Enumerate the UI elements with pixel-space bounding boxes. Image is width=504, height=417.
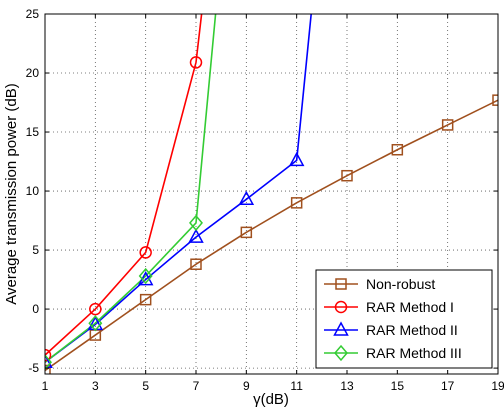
data-point-rar-method-iii: [189, 214, 203, 232]
legend-label-rar-method-ii: RAR Method II: [366, 322, 458, 338]
x-tick-label: 17: [441, 379, 455, 393]
data-point-rar-method-i: [45, 348, 52, 362]
legend-marker-rar-method-ii: [333, 321, 349, 336]
data-point-non-robust: [341, 169, 353, 182]
x-axis-title: γ(dB): [253, 391, 289, 408]
data-point-non-robust: [391, 143, 404, 156]
plot-frame: [44, 13, 499, 375]
y-tick-label: 20: [26, 66, 40, 80]
data-point-rar-method-iii: [138, 267, 153, 285]
data-point-non-robust: [290, 197, 303, 209]
legend-marker-non-robust: [335, 278, 347, 290]
legend: Non-robust RAR Method I RAR Method II RAR M…: [315, 269, 493, 369]
series-markers: [45, 56, 498, 374]
x-tick-label: 1: [42, 379, 49, 393]
data-point-rar-method-i: [189, 56, 203, 69]
y-tick-label: 10: [26, 184, 40, 198]
data-point-rar-method-ii: [238, 190, 255, 206]
legend-marker-rar-method-iii: [334, 344, 348, 362]
series-line-rar-method-i: [45, 14, 203, 356]
legend-label-rar-method-iii: RAR Method III: [366, 345, 462, 361]
data-point-non-robust: [441, 119, 454, 131]
data-point-rar-method-i: [89, 302, 102, 316]
data-point-rar-method-iii: [45, 354, 52, 371]
series-line-rar-method-iii: [45, 14, 217, 363]
y-tick-label: 5: [32, 243, 39, 257]
data-point-non-robust: [492, 94, 498, 106]
x-tick-label: 7: [193, 379, 200, 393]
data-point-non-robust: [139, 293, 152, 306]
x-tick-label: 11: [290, 379, 303, 393]
data-point-non-robust: [45, 364, 51, 374]
legend-label-non-robust: Non-robust: [366, 276, 435, 292]
data-point-rar-method-ii: [188, 228, 204, 243]
y-tick-label: 25: [26, 7, 40, 21]
x-tick-label: 9: [243, 379, 250, 393]
x-tick-label: 13: [340, 379, 354, 393]
y-tick-label: 15: [26, 125, 40, 139]
series-line-non-robust: [45, 99, 498, 372]
series-line-rar-method-ii: [45, 14, 312, 363]
x-tick-label: 3: [92, 379, 99, 393]
x-tick-label: 19: [491, 379, 504, 393]
legend-label-rar-method-i: RAR Method I: [366, 299, 454, 315]
series-lines: [45, 14, 498, 372]
x-tick-label: 5: [142, 379, 149, 393]
x-tick-label: 15: [391, 379, 405, 393]
y-axis-title: Average transmission power (dB): [3, 83, 20, 304]
data-point-rar-method-iii: [88, 315, 103, 332]
data-point-rar-method-ii: [45, 353, 53, 368]
legend-marker-rar-method-i: [334, 300, 348, 314]
data-point-rar-method-i: [139, 246, 152, 259]
y-tick-label: 0: [32, 302, 39, 316]
y-tick-label: -5: [28, 361, 39, 375]
data-point-non-robust: [190, 258, 202, 270]
data-point-non-robust: [240, 226, 253, 239]
data-point-rar-method-ii: [288, 151, 305, 167]
